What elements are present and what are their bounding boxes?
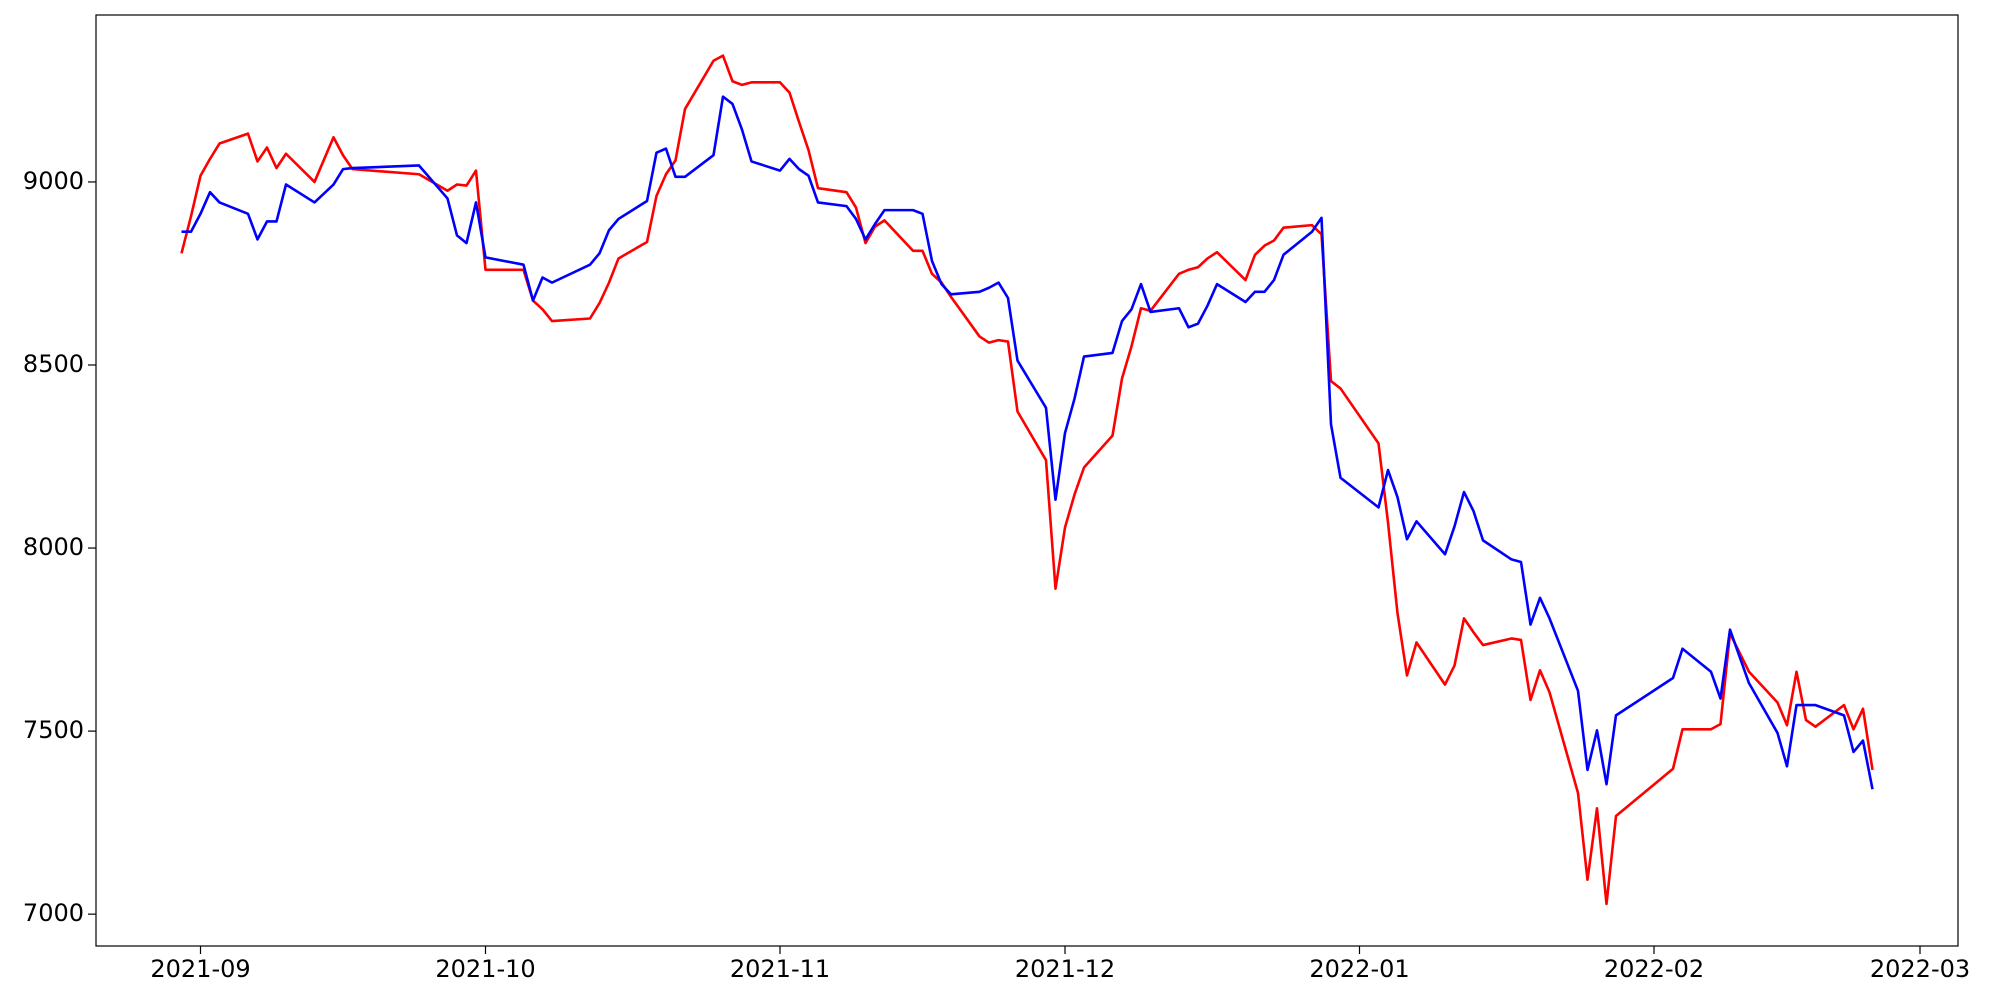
y-tick-label: 7000 (23, 899, 84, 927)
y-tick-label: 8500 (23, 350, 84, 378)
x-tick-label: 2021-12 (1015, 955, 1115, 983)
x-tick-label: 2021-11 (730, 955, 830, 983)
y-tick-label: 7500 (23, 716, 84, 744)
x-tick-label: 2022-02 (1604, 955, 1704, 983)
x-tick-label: 2021-09 (150, 955, 250, 983)
data-line (180, 54, 1874, 906)
y-tick-label: 8000 (23, 533, 84, 561)
x-tick-label: 2022-03 (1870, 955, 1970, 983)
data-line (181, 95, 1874, 790)
x-tick-label: 2021-10 (435, 955, 535, 983)
y-tick-label: 9000 (23, 167, 84, 195)
x-tick-label: 2022-01 (1309, 955, 1409, 983)
plot-frame (95, 14, 1959, 947)
